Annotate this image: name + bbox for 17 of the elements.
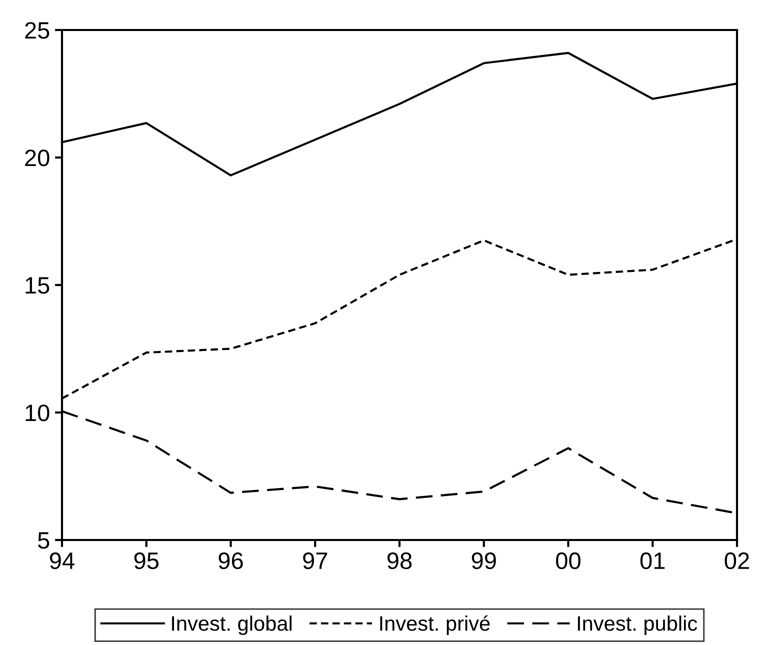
x-tick-label: 95 (134, 552, 159, 570)
x-tick-label: 01 (640, 552, 665, 570)
x-tick-label: 97 (303, 552, 328, 570)
x-tick-label: 02 (724, 552, 749, 570)
x-tick-label: 96 (218, 552, 243, 570)
legend-label: Invest. privé (380, 615, 490, 635)
x-tick-label: 99 (472, 552, 496, 570)
y-tick-label: 10 (26, 404, 50, 422)
x-tick-label: 94 (50, 552, 74, 570)
legend-label: Invest. public (578, 616, 698, 635)
y-tick-label: 5 (38, 532, 50, 549)
legend-label: Invest. global (172, 616, 292, 635)
y-tick-label: 25 (25, 22, 50, 39)
x-tick-label: 00 (556, 552, 580, 570)
y-tick-label: 20 (25, 150, 50, 166)
x-tick-label: 98 (387, 552, 412, 570)
y-tick-label: 15 (26, 277, 50, 294)
